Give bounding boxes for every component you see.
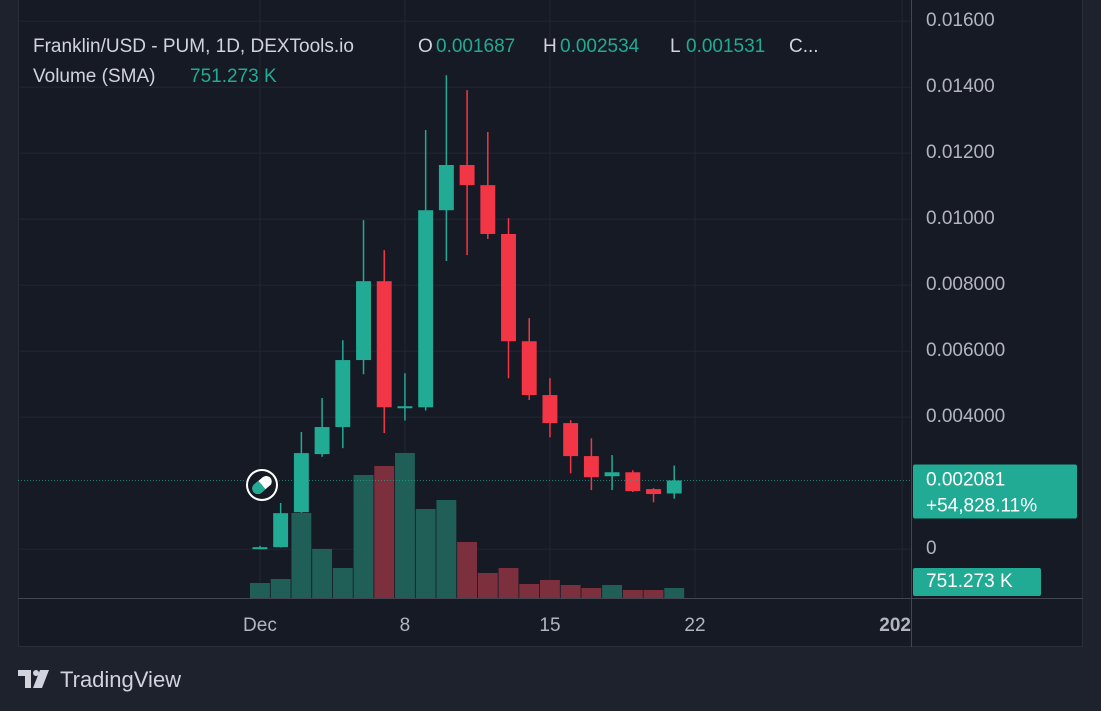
high-label: H <box>543 36 557 57</box>
volume-bar <box>581 587 602 598</box>
low-value: 0.001531 <box>686 36 765 57</box>
candle-body <box>376 281 392 408</box>
volume-legend: Volume (SMA) <box>33 66 155 87</box>
volume-bar <box>415 508 436 598</box>
candle-body <box>646 489 661 495</box>
x-tick-label: 202 <box>879 615 911 636</box>
candle-body <box>418 210 434 408</box>
candle-body <box>273 513 289 548</box>
last-price-label: 0.002081 <box>926 469 1005 490</box>
candles <box>18 75 911 550</box>
y-tick-label: 0.008000 <box>926 274 1005 295</box>
open-value: 0.001687 <box>436 36 515 57</box>
volume-bar <box>498 567 519 598</box>
y-tick-label: 0.01000 <box>926 208 995 229</box>
volume-bar <box>436 499 457 598</box>
volume-bar <box>457 541 478 598</box>
candle-body <box>397 406 413 409</box>
candle-body <box>356 281 371 361</box>
open-label: O <box>418 36 433 57</box>
candle-body <box>666 480 682 494</box>
volume-pane <box>250 452 685 598</box>
low-label: L <box>670 36 681 57</box>
candle-body <box>480 185 496 234</box>
high-value: 0.002534 <box>560 36 640 57</box>
volume-bar <box>250 582 270 598</box>
change-label: +54,828.11% <box>926 495 1037 516</box>
candle-body <box>335 360 351 428</box>
volume-sma-box <box>913 568 1041 597</box>
price-axis: 0 0.004000 0.006000 0.008000 0.01000 0.01200 0… <box>926 10 1005 559</box>
volume-bar <box>477 572 498 598</box>
volume-sma-label: 751.273 K <box>926 571 1013 592</box>
candle-body <box>252 547 268 550</box>
volume-bar <box>353 474 374 598</box>
close-label: C... <box>789 36 819 57</box>
chart-panel <box>18 0 1083 647</box>
volume-bar <box>622 589 643 598</box>
candle-body <box>604 472 620 477</box>
candle-body <box>542 395 558 424</box>
last-price-box <box>913 464 1077 519</box>
x-tick-label: 15 <box>539 615 560 636</box>
y-tick-label: 0.01400 <box>926 76 995 97</box>
candle-body <box>583 456 599 478</box>
candle-body <box>563 423 579 457</box>
candle-body <box>314 427 330 455</box>
x-tick-label: Dec <box>243 615 277 636</box>
volume-bar <box>664 587 685 598</box>
x-tick-label: 8 <box>400 615 411 636</box>
pill-icon <box>244 467 280 503</box>
volume-bar <box>540 579 560 598</box>
candle-body <box>293 453 309 513</box>
volume-bar <box>395 452 415 598</box>
volume-bar <box>560 584 581 598</box>
volume-sma-value: 751.273 K <box>190 66 277 87</box>
candle-body <box>521 341 537 396</box>
candle-body <box>501 233 516 342</box>
volume-bar <box>643 589 664 598</box>
candle-body <box>459 165 475 186</box>
candle-body <box>438 165 454 211</box>
volume-bar <box>374 465 395 598</box>
volume-bar <box>519 583 540 598</box>
x-tick-label: 22 <box>684 615 705 636</box>
volume-bar <box>312 548 333 598</box>
y-tick-label: 0.006000 <box>926 340 1005 361</box>
y-tick-label: 0 <box>926 538 937 559</box>
candle-body <box>625 472 641 492</box>
time-axis: Dec 8 15 22 202 <box>243 615 911 636</box>
y-tick-label: 0.01600 <box>926 10 995 31</box>
volume-bar <box>291 512 312 598</box>
volume-bar <box>332 567 353 598</box>
volume-bar <box>270 578 291 598</box>
y-tick-label: 0.01200 <box>926 142 995 163</box>
brand-name: TradingView <box>60 667 181 692</box>
chart-title: Franklin/USD - PUM, 1D, DEXTools.io <box>33 36 354 57</box>
y-tick-label: 0.004000 <box>926 406 1005 427</box>
volume-bar <box>602 584 623 598</box>
brand-logo <box>18 670 49 688</box>
